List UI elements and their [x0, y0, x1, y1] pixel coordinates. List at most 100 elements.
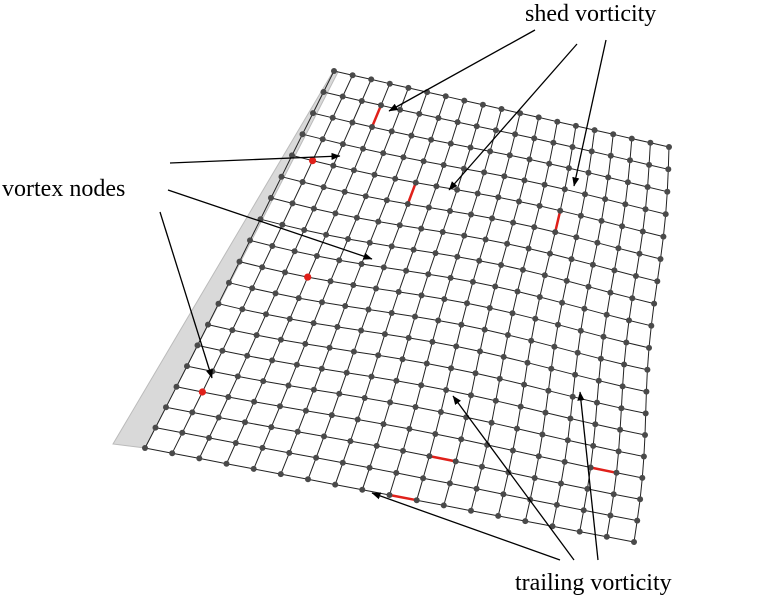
- mesh-segment: [337, 326, 362, 331]
- mesh-segment: [391, 109, 401, 132]
- mesh-segment: [172, 452, 200, 459]
- mesh-segment: [165, 406, 193, 413]
- mesh-segment: [629, 138, 633, 161]
- mesh-segment: [456, 345, 481, 352]
- mesh-segment: [531, 340, 555, 348]
- mesh-node: [524, 359, 531, 366]
- mesh-segment: [440, 411, 467, 418]
- mesh-node: [548, 365, 555, 372]
- mesh-segment: [408, 406, 416, 430]
- mesh-segment: [360, 309, 369, 331]
- mesh-segment: [495, 129, 516, 135]
- mesh-segment: [470, 126, 478, 148]
- mesh-segment: [239, 240, 251, 262]
- mesh-node: [400, 447, 406, 454]
- mesh-node: [251, 398, 258, 405]
- mesh-segment: [591, 150, 611, 157]
- mesh-segment: [307, 276, 331, 282]
- mesh-node: [329, 114, 336, 121]
- mesh-node: [299, 131, 306, 138]
- mesh-segment: [431, 139, 451, 145]
- mesh-segment: [384, 333, 409, 339]
- arrow-shed-3: [572, 39, 607, 187]
- mesh-segment: [450, 143, 471, 148]
- mesh-node: [561, 458, 568, 465]
- mesh-segment: [642, 231, 664, 238]
- mesh-segment: [386, 199, 408, 205]
- mesh-segment: [520, 406, 546, 414]
- mesh-segment: [623, 364, 648, 371]
- mesh-node: [189, 409, 196, 416]
- mesh-segment: [567, 418, 571, 441]
- mesh-node: [587, 464, 594, 471]
- mesh-node: [610, 491, 617, 498]
- mesh-segment: [528, 226, 535, 249]
- mesh-segment: [321, 281, 331, 303]
- mesh-segment: [500, 264, 524, 271]
- mesh-node: [546, 160, 553, 167]
- mesh-node: [289, 200, 296, 207]
- mesh-segment: [394, 157, 404, 179]
- mesh-node: [531, 135, 538, 142]
- mesh-segment: [428, 433, 436, 457]
- mesh-segment: [342, 96, 362, 102]
- mesh-node: [393, 377, 400, 384]
- mesh-segment: [503, 356, 528, 364]
- mesh-segment: [207, 324, 233, 331]
- mesh-segment: [504, 175, 525, 181]
- mesh-segment: [336, 305, 346, 328]
- mesh-node: [405, 334, 412, 341]
- mesh-segment: [479, 350, 504, 358]
- label-vortex-nodes: vortex nodes: [2, 176, 125, 202]
- mesh-segment: [423, 160, 444, 166]
- shed-vorticity-segment: [553, 210, 562, 233]
- mesh-segment: [596, 220, 602, 243]
- mesh-segment: [618, 450, 644, 457]
- mesh-segment: [353, 330, 362, 352]
- mesh-segment: [249, 218, 261, 241]
- mesh-segment: [296, 364, 322, 370]
- mesh-segment: [235, 422, 246, 444]
- mesh-segment: [527, 340, 532, 363]
- mesh-segment: [653, 281, 658, 304]
- mesh-segment: [262, 447, 290, 454]
- shed-vorticity-segment: [370, 104, 383, 128]
- mesh-segment: [583, 509, 611, 516]
- mesh-segment: [423, 477, 450, 484]
- mesh-node: [607, 152, 614, 159]
- mesh-node: [498, 106, 505, 112]
- mesh-node: [506, 152, 513, 159]
- mesh-segment: [364, 376, 372, 399]
- mesh-segment: [413, 249, 436, 254]
- mesh-segment: [489, 286, 496, 309]
- mesh-node: [229, 327, 236, 334]
- mesh-segment: [396, 380, 422, 386]
- mesh-node: [479, 463, 485, 470]
- mesh-node: [611, 267, 618, 274]
- mesh-node: [226, 279, 232, 286]
- mesh-node: [552, 229, 559, 236]
- mesh-node: [350, 167, 357, 174]
- mesh-segment: [524, 499, 531, 522]
- mesh-node: [607, 512, 614, 519]
- mesh-node: [492, 397, 499, 404]
- mesh-segment: [253, 380, 264, 402]
- mesh-segment: [342, 74, 354, 97]
- mesh-node: [488, 419, 495, 426]
- mesh-segment: [228, 396, 255, 403]
- mesh-node: [448, 365, 455, 372]
- mesh-node: [541, 181, 548, 188]
- mesh-node: [272, 290, 279, 297]
- mesh-node: [595, 377, 602, 384]
- mesh-node: [576, 528, 583, 535]
- mesh-segment: [406, 270, 429, 275]
- mesh-segment: [460, 303, 468, 325]
- mesh-segment: [553, 324, 559, 347]
- mesh-node: [425, 204, 432, 211]
- mesh-segment: [499, 378, 525, 386]
- mesh-segment: [361, 79, 372, 102]
- mesh-segment: [323, 70, 335, 93]
- mesh-node: [341, 188, 348, 195]
- mesh-segment: [221, 329, 233, 352]
- mesh-node: [244, 352, 251, 359]
